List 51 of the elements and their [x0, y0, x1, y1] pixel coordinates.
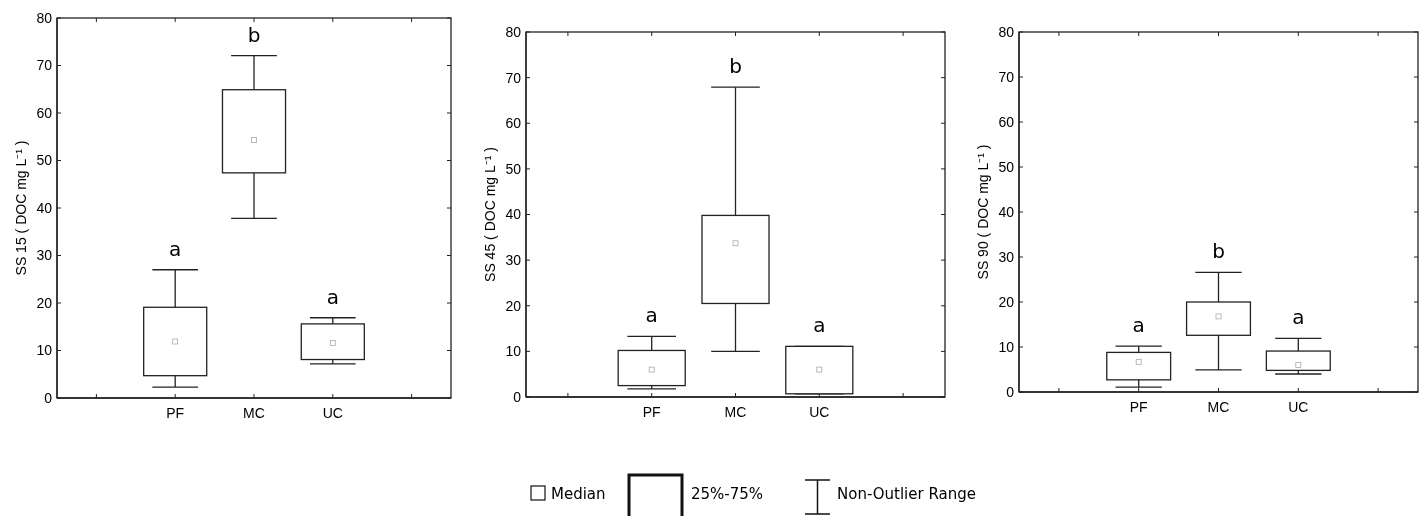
y-axis-title: SS 45 ( DOC mg L⁻¹ ): [482, 147, 498, 282]
x-tick-label: UC: [322, 405, 343, 421]
y-tick-label: 30: [505, 252, 522, 269]
annotation: a: [645, 303, 658, 328]
y-tick-label: 50: [505, 160, 522, 177]
y-tick-label: 70: [36, 57, 53, 74]
x-tick-label: UC: [1288, 399, 1309, 415]
x-tick-label: MC: [243, 405, 265, 421]
y-tick-label: 10: [36, 342, 53, 359]
y-tick-label: 80: [36, 9, 53, 26]
y-axis-title: SS 15 ( DOC mg L⁻¹ ): [13, 140, 29, 276]
annotation: a: [169, 236, 182, 261]
text: Median: [551, 485, 606, 504]
annotation: a: [1132, 313, 1145, 338]
y-tick-label: 70: [505, 69, 522, 86]
y-tick-label: 40: [505, 206, 522, 223]
y-tick-label: 20: [998, 293, 1015, 310]
y-tick-label: 60: [998, 113, 1015, 130]
annotation: a: [1292, 305, 1305, 330]
y-tick-label: 80: [998, 23, 1015, 40]
y-tick-label: 0: [44, 389, 53, 406]
x-tick-label: PF: [642, 404, 661, 420]
x-tick-label: PF: [166, 405, 185, 421]
text: Non-Outlier Range: [837, 485, 976, 504]
x-tick-label: PF: [1129, 399, 1148, 415]
y-tick-label: 50: [36, 152, 53, 169]
x-tick-label: MC: [724, 404, 747, 420]
y-tick-label: 20: [505, 297, 522, 314]
y-tick-label: 0: [513, 388, 522, 405]
y-tick-label: 30: [998, 248, 1015, 265]
annotation: a: [326, 284, 339, 309]
y-axis-title: SS 90 ( DOC mg L⁻¹ ): [975, 144, 991, 280]
x-tick-label: UC: [809, 404, 830, 420]
annotation: a: [813, 313, 826, 338]
annotation: b: [1212, 239, 1225, 264]
y-tick-label: 30: [36, 247, 53, 264]
x-tick-label: MC: [1207, 399, 1230, 415]
y-tick-label: 60: [505, 115, 522, 132]
annotation: b: [247, 22, 261, 47]
y-tick-label: 80: [505, 23, 522, 40]
y-tick-label: 40: [36, 199, 53, 216]
text: 25%-75%: [691, 485, 764, 504]
y-tick-label: 50: [998, 158, 1015, 175]
y-tick-label: 60: [36, 104, 53, 121]
y-tick-label: 10: [505, 343, 522, 360]
annotation: b: [729, 54, 742, 79]
y-tick-label: 10: [998, 338, 1015, 355]
y-tick-label: 0: [1006, 383, 1015, 400]
y-tick-label: 40: [998, 203, 1015, 220]
y-tick-label: 70: [998, 68, 1015, 85]
y-tick-label: 20: [36, 294, 53, 311]
